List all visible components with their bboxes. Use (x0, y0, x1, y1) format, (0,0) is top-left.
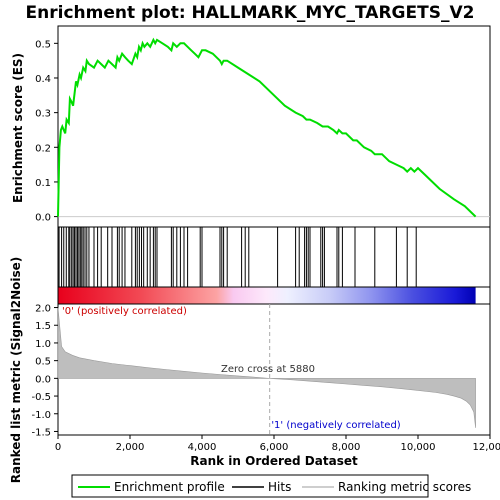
enrichment-profile-line (57, 37, 477, 218)
ranking-heat-bar (58, 287, 476, 304)
x-tick-label: 8,000 (332, 442, 361, 453)
metric-y-tick-label: 0.0 (35, 374, 51, 385)
x-tick-label: 4,000 (188, 442, 217, 453)
es-y-tick-label: 0.0 (35, 213, 51, 224)
positive-correlation-label: '0' (positively correlated) (62, 306, 187, 317)
es-y-tick-label: 0.5 (35, 39, 51, 50)
x-axis-ticks: 0 2,000 4,000 6,000 8,000 10,000 12,000 (55, 435, 500, 453)
metric-y-tick-label: -1.5 (31, 427, 51, 438)
es-y-axis-label: Enrichment score (ES) (11, 53, 25, 203)
legend-profile-label: Enrichment profile (114, 480, 225, 494)
metric-y-ticks: -1.5 -1.0 -0.5 0.0 0.5 1.0 1.5 2.0 (31, 304, 58, 438)
metric-y-tick-label: 1.0 (35, 339, 51, 350)
es-y-ticks: 0.0 0.1 0.2 0.3 0.4 0.5 (35, 39, 58, 224)
x-tick-label: 10,000 (401, 442, 436, 453)
metric-y-tick-label: -0.5 (31, 392, 51, 403)
zero-cross-label: Zero cross at 5880 (221, 364, 315, 375)
es-y-tick-label: 0.4 (35, 74, 51, 85)
x-tick-label: 6,000 (260, 442, 289, 453)
legend-hits-label: Hits (268, 480, 291, 494)
chart-title: Enrichment plot: HALLMARK_MYC_TARGETS_V2 (26, 3, 475, 23)
hits-panel-frame (57, 226, 491, 288)
metric-y-axis-label: Ranked list metric (Signal2Noise) (9, 257, 23, 484)
metric-y-tick-label: 2.0 (35, 304, 51, 315)
x-axis-label: Rank in Ordered Dataset (190, 454, 358, 468)
ranking-metric-area (57, 307, 476, 428)
x-tick-label: 2,000 (116, 442, 145, 453)
negative-correlation-label: '1' (negatively correlated) (271, 420, 400, 431)
es-panel-frame (57, 25, 491, 228)
es-y-tick-label: 0.2 (35, 143, 51, 154)
x-tick-label: 12,000 (473, 442, 500, 453)
legend-box (71, 474, 429, 498)
es-y-tick-label: 0.3 (35, 109, 51, 120)
metric-y-tick-label: 1.5 (35, 321, 51, 332)
es-y-tick-label: 0.1 (35, 178, 51, 189)
legend-metric-label: Ranking metric scores (338, 480, 471, 494)
legend: Enrichment profile Hits Ranking metric s… (71, 474, 471, 498)
x-tick-label: 0 (55, 442, 61, 453)
metric-y-tick-label: -1.0 (31, 410, 51, 421)
metric-y-tick-label: 0.5 (35, 357, 51, 368)
hits-marks (58, 227, 417, 287)
